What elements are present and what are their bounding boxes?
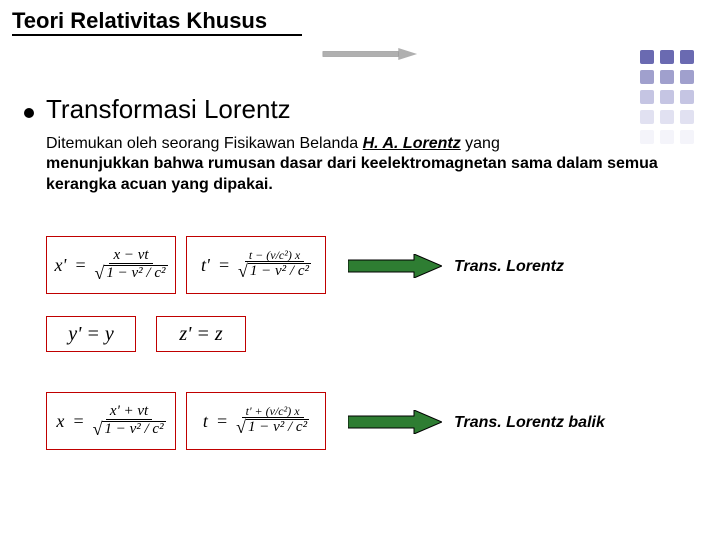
formula-xprime-den: 1 − v² / c² — [104, 265, 167, 281]
formula-tprime-num: t − (v/c²) x — [245, 249, 304, 262]
formula-tback-den: 1 − v² / c² — [246, 419, 309, 435]
person-name: H. A. Lorentz — [363, 135, 461, 152]
arrow-back-icon — [348, 410, 442, 434]
formula-zprime: z' = z — [156, 316, 246, 352]
slide-title: Teori Relativitas Khusus — [12, 8, 302, 36]
bullet-icon — [24, 108, 34, 118]
formula-tprime-den: 1 − v² / c² — [248, 263, 311, 279]
body-line-1-suffix: yang — [461, 135, 500, 152]
formula-yprime-expr: y' = y — [64, 323, 118, 346]
formula-xprime: x' = x − vt 1 − v² / c² — [46, 236, 176, 294]
formula-zprime-expr: z' = z — [175, 323, 226, 346]
formula-yprime: y' = y — [46, 316, 136, 352]
formula-tprime-lhs: t' — [197, 255, 214, 276]
body-line-1: Ditemukan oleh seorang Fisikawan Belanda… — [46, 134, 500, 155]
body-line-2: menunjukkan bahwa rumusan dasar dari kee… — [46, 154, 666, 196]
formula-tprime: t' = t − (v/c²) x 1 − v² / c² — [186, 236, 326, 294]
decorative-arrow-icon — [320, 48, 420, 60]
formula-tback-num: t' + (v/c²) x — [242, 405, 304, 418]
formula-xprime-lhs: x' — [51, 255, 71, 276]
decorative-squares — [640, 50, 700, 170]
label-forward: Trans. Lorentz — [454, 258, 564, 276]
formula-xback-lhs: x — [52, 411, 68, 432]
formula-tback: t = t' + (v/c²) x 1 − v² / c² — [186, 392, 326, 450]
arrow-forward-icon — [348, 254, 442, 278]
section-heading: Transformasi Lorentz — [46, 94, 291, 125]
formula-tback-lhs: t — [199, 411, 212, 432]
body-line-1-prefix: Ditemukan oleh seorang Fisikawan Belanda — [46, 135, 363, 152]
formula-xback: x = x' + vt 1 − v² / c² — [46, 392, 176, 450]
formula-xback-den: 1 − v² / c² — [102, 421, 165, 437]
formula-xback-num: x' + vt — [106, 404, 152, 420]
label-back: Trans. Lorentz balik — [454, 414, 605, 432]
formula-xprime-num: x − vt — [109, 248, 152, 264]
